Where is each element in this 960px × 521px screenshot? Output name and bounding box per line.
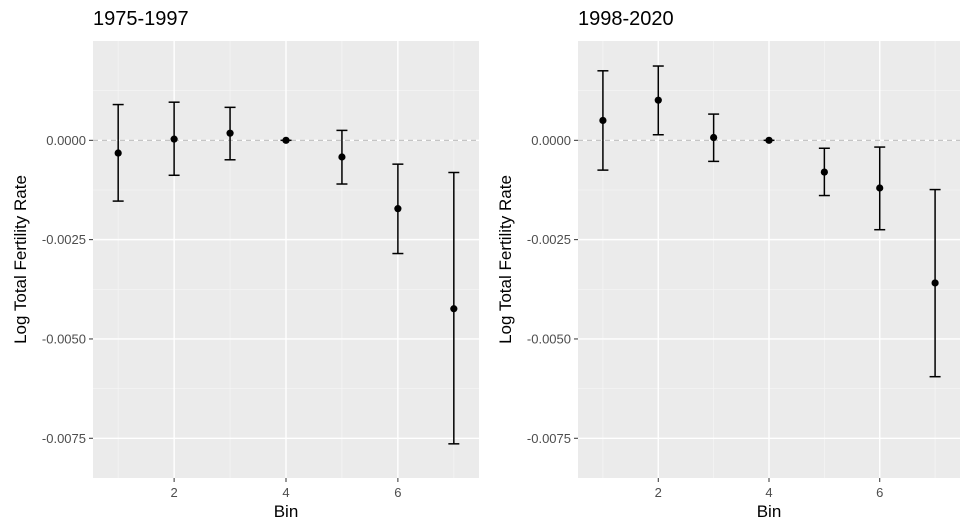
data-point-3 [226,129,234,137]
y-tick-label: -0.0075 [42,431,86,446]
data-point-2 [654,96,662,104]
data-point-4 [282,136,290,144]
data-point-4 [765,136,773,144]
y-tick-label: 0.0000 [46,133,86,148]
data-point-6 [876,184,884,192]
x-tick-label: 4 [765,485,772,500]
x-axis-title: Bin [757,502,782,521]
panel-title: 1998-2020 [578,8,674,30]
panel-1: 0.0000 -0.0025 -0.0050 -0.0075 2 4 6 1975-1997 B… [11,8,479,521]
y-tick-label: -0.0075 [527,431,571,446]
x-tick-label: 6 [394,485,401,500]
y-axis-title: Log Total Fertility Rate [496,175,515,344]
x-tick-label: 4 [282,485,289,500]
data-point-5 [820,168,828,176]
data-point-2 [170,135,178,143]
y-tick-label: -0.0025 [42,232,86,247]
data-point-6 [394,205,402,213]
panel-title: 1975-1997 [93,8,189,30]
data-point-1 [599,116,607,125]
panel-2: 0.0000 -0.0025 -0.0050 -0.0075 2 4 6 1998-2020 B… [496,8,960,521]
data-point-5 [338,153,346,161]
data-point-3 [710,133,718,142]
y-tick-label: -0.0050 [42,331,86,346]
y-tick-label: 0.0000 [531,133,571,148]
x-tick-label: 6 [876,485,883,500]
data-point-7 [931,279,939,287]
y-tick-label: -0.0025 [527,232,571,247]
y-tick-label: -0.0050 [527,331,571,346]
data-point-7 [450,305,458,313]
x-tick-label: 2 [170,485,177,500]
data-point-1 [114,149,122,157]
y-axis-title: Log Total Fertility Rate [11,175,30,344]
x-axis-title: Bin [274,502,299,521]
x-tick-label: 2 [655,485,662,500]
